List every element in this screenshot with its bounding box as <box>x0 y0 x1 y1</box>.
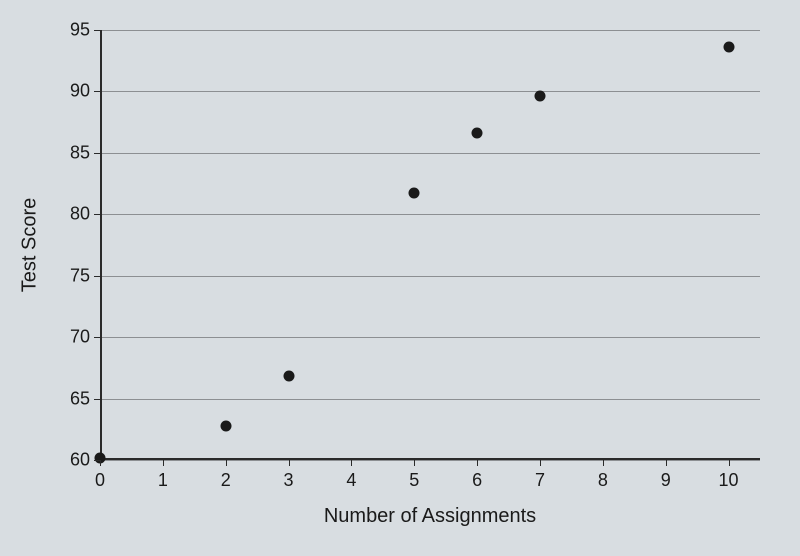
data-point <box>472 128 483 139</box>
x-tick <box>163 460 164 466</box>
x-tick-label: 4 <box>346 470 356 491</box>
gridline-horizontal <box>100 214 760 215</box>
gridline-horizontal <box>100 460 760 461</box>
x-tick-label: 10 <box>719 470 739 491</box>
data-point <box>220 420 231 431</box>
y-tick <box>94 214 100 215</box>
data-point <box>409 188 420 199</box>
y-tick-label: 70 <box>60 327 90 348</box>
y-tick-label: 75 <box>60 265 90 286</box>
x-axis-line <box>100 458 760 460</box>
y-tick-label: 95 <box>60 20 90 41</box>
x-tick-label: 0 <box>95 470 105 491</box>
y-tick <box>94 399 100 400</box>
data-point <box>535 91 546 102</box>
gridline-horizontal <box>100 276 760 277</box>
x-tick-label: 8 <box>598 470 608 491</box>
gridline-horizontal <box>100 91 760 92</box>
x-tick-label: 6 <box>472 470 482 491</box>
x-tick-label: 1 <box>158 470 168 491</box>
gridline-horizontal <box>100 30 760 31</box>
y-tick-label: 85 <box>60 142 90 163</box>
x-tick <box>666 460 667 466</box>
x-tick-label: 2 <box>221 470 231 491</box>
y-tick <box>94 276 100 277</box>
x-tick <box>226 460 227 466</box>
y-tick-label: 65 <box>60 388 90 409</box>
x-tick <box>477 460 478 466</box>
y-tick <box>94 337 100 338</box>
y-axis-line <box>100 30 102 460</box>
x-tick <box>414 460 415 466</box>
y-tick <box>94 30 100 31</box>
y-tick-label: 90 <box>60 81 90 102</box>
x-tick <box>100 460 101 466</box>
x-tick-label: 9 <box>661 470 671 491</box>
x-tick <box>729 460 730 466</box>
data-point <box>723 42 734 53</box>
y-tick-label: 60 <box>60 450 90 471</box>
x-tick <box>351 460 352 466</box>
x-tick <box>540 460 541 466</box>
x-tick-label: 5 <box>409 470 419 491</box>
scatter-chart: Test Score Number of Assignments 6065707… <box>0 0 800 556</box>
gridline-horizontal <box>100 153 760 154</box>
gridline-horizontal <box>100 337 760 338</box>
x-tick <box>289 460 290 466</box>
data-point <box>283 371 294 382</box>
y-tick <box>94 153 100 154</box>
x-tick <box>603 460 604 466</box>
y-axis-title: Test Score <box>19 198 42 292</box>
gridline-horizontal <box>100 399 760 400</box>
y-tick <box>94 91 100 92</box>
x-tick-label: 7 <box>535 470 545 491</box>
x-tick-label: 3 <box>284 470 294 491</box>
plot-area <box>100 30 760 460</box>
y-tick-label: 80 <box>60 204 90 225</box>
x-axis-title: Number of Assignments <box>324 505 536 528</box>
